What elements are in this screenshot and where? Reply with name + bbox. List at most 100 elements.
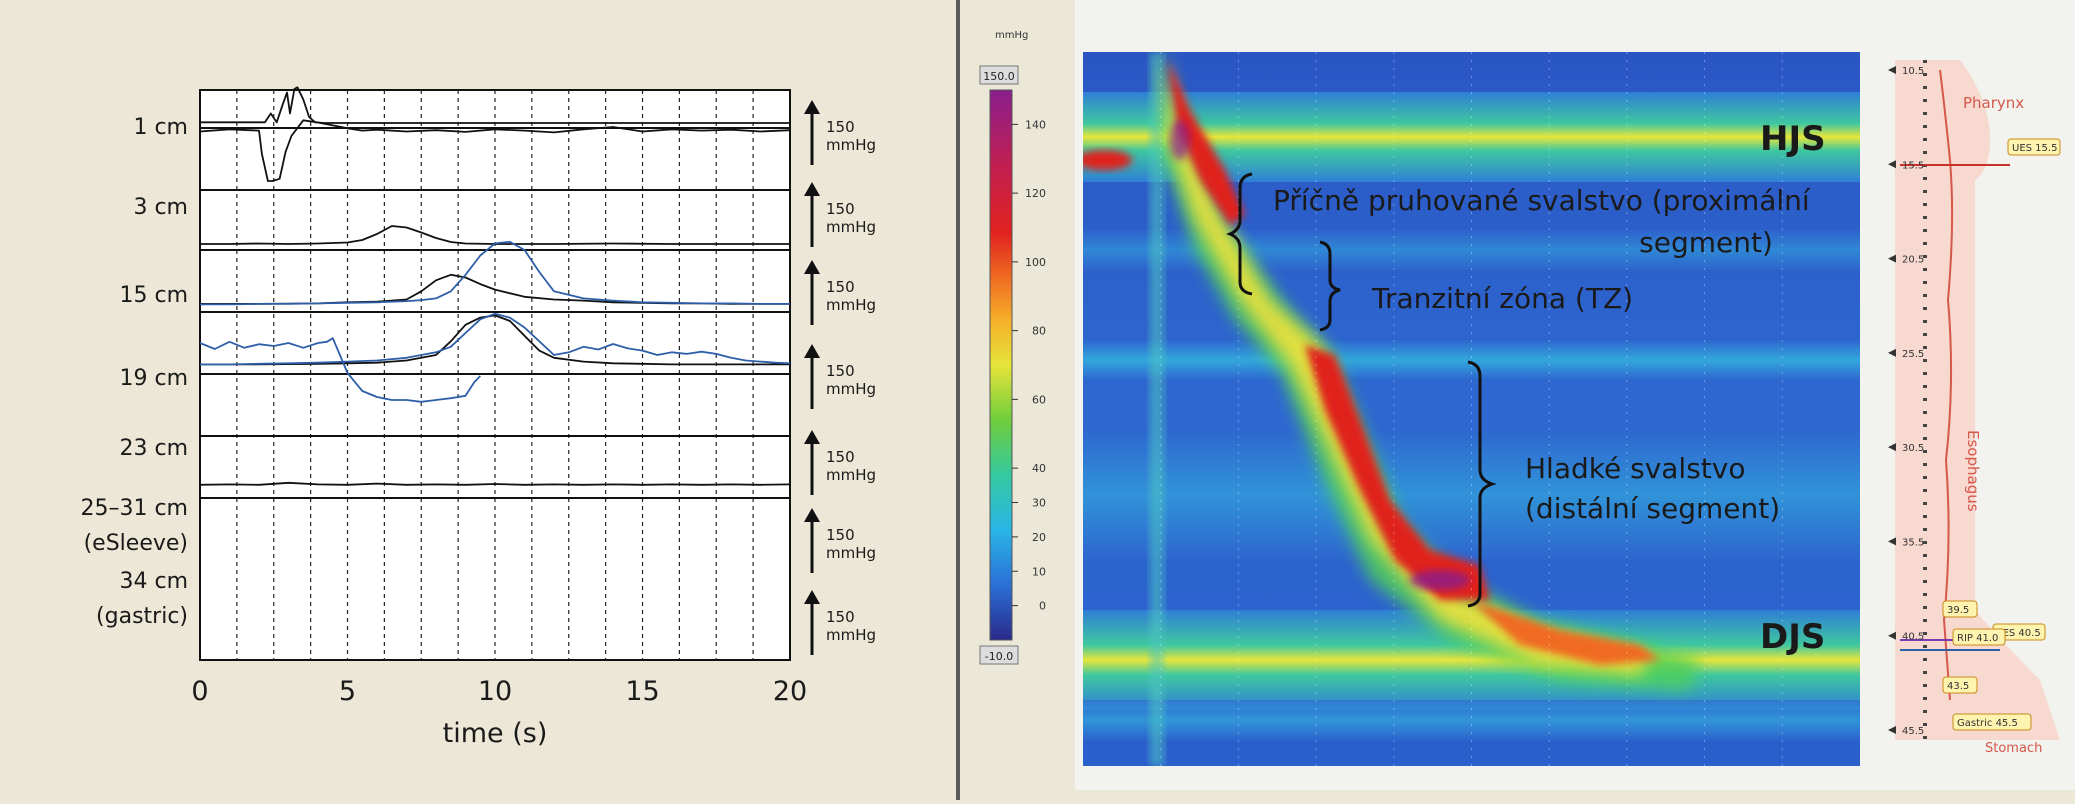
line-traces-panel: 1 cm 3 cm 15 cm 19 cm 23 cm 25–31 cm (eSleeve)…: [80, 86, 876, 749]
scale-arrow-head: [804, 344, 820, 358]
depth-label: 35.5: [1902, 537, 1924, 548]
depth-label: 20.5: [1902, 255, 1924, 266]
channel-label: 23 cm: [119, 436, 188, 461]
anat-stomach: Stomach: [1985, 741, 2042, 756]
x-tick-label: 15: [625, 676, 659, 707]
depth-label: 15.5: [1902, 160, 1924, 171]
anat-esophagus: Esophagus: [1964, 430, 1982, 512]
trace-34-cm: [199, 481, 791, 486]
trace-23-cm: [200, 314, 790, 366]
scale-value: 150: [826, 526, 855, 544]
channel-sublabel: (gastric): [96, 604, 188, 629]
trace-overlay-4: [200, 240, 790, 306]
depth-marker: [1888, 443, 1896, 452]
anat-pharynx: Pharynx: [1963, 94, 2024, 112]
depth-marker: [1888, 726, 1896, 734]
x-tick-label: 0: [191, 676, 208, 707]
channel-label: 3 cm: [133, 195, 188, 220]
depth-marker: [1888, 66, 1896, 74]
x-axis-label: time (s): [443, 718, 548, 749]
trace-overlay-6: [200, 312, 791, 366]
scale-arrow-head: [804, 182, 820, 196]
channel-label: 1 cm: [133, 115, 188, 140]
channel-label: 15 cm: [119, 283, 188, 308]
scale-arrow-head: [804, 100, 820, 114]
colorbar-unit: mmHg: [995, 30, 1028, 41]
depth-marker: [1888, 254, 1896, 263]
colorbar: [989, 89, 1013, 641]
scale-value: 150: [826, 200, 855, 218]
label-distal-1: Hladké svalstvo: [1525, 452, 1745, 485]
vertical-grid: [236, 90, 754, 660]
scale-unit: mmHg: [826, 380, 876, 398]
anatomy-marker-label: RIP 41.0: [1957, 633, 1998, 644]
label-djs: DJS: [1760, 617, 1825, 657]
scale-unit: mmHg: [826, 466, 876, 484]
scale-arrow-head: [804, 590, 820, 604]
trace-25-31-cm: [199, 337, 481, 403]
distal-bracket: [1467, 360, 1497, 608]
depth-label: 25.5: [1902, 349, 1924, 360]
channel-label: 19 cm: [119, 366, 188, 391]
label-distal-2: (distální segment): [1525, 492, 1780, 525]
colorbar-bottom-box: [979, 645, 1019, 665]
colorbar-tick-label: 0: [1039, 600, 1046, 613]
scale-unit: mmHg: [826, 544, 876, 562]
label-proximal-1: Příčně pruhované svalstvo (proximální: [1273, 184, 1811, 217]
scale-value: 150: [826, 448, 855, 466]
anatomy-marker-label: 43.5: [1947, 681, 1969, 692]
anatomy-marker-label: LES 40.5: [1997, 628, 2041, 639]
channel-labels: 1 cm 3 cm 15 cm 19 cm 23 cm 25–31 cm (eSleeve)…: [80, 115, 188, 629]
scale-value: 150: [826, 118, 855, 136]
colorbar-tick-label: 30: [1032, 497, 1046, 510]
scale-unit: mmHg: [826, 296, 876, 314]
scale-unit: mmHg: [826, 136, 876, 154]
scale-arrow-head: [804, 430, 820, 444]
depth-label: 45.5: [1902, 726, 1924, 737]
channel-label: 25–31 cm: [80, 496, 188, 521]
depth-label: 40.5: [1902, 632, 1924, 643]
x-tick-label: 20: [773, 676, 807, 707]
proximal-bracket: [1225, 172, 1253, 296]
segment-brackets: [1225, 172, 1497, 608]
depth-label: 30.5: [1902, 443, 1924, 454]
x-tick-label: 5: [339, 676, 356, 707]
label-hjs: HJS: [1760, 119, 1826, 159]
anatomy-marker-box: [1942, 676, 1978, 694]
trace-3-cm: [199, 119, 791, 182]
colorbar-top-value: 150.0: [983, 70, 1015, 83]
trace-1-cm: [200, 86, 790, 124]
colorbar-top-box: [979, 65, 1019, 85]
scale-unit: mmHg: [826, 218, 876, 236]
x-axis-ticks: 0 5 10 15 20: [191, 676, 807, 707]
colorbar-tick-label: 60: [1032, 393, 1046, 406]
anatomy-marker-label: UES 15.5: [2012, 143, 2057, 154]
scale-bars: 150mmHg150mmHg150mmHg150mmHg150mmHg150mm…: [804, 100, 876, 655]
colorbar-bottom-value: -10.0: [985, 650, 1013, 663]
label-transition: Tranzitní zóna (TZ): [1371, 282, 1633, 315]
depth-marker: [1888, 537, 1896, 546]
scale-value: 150: [826, 362, 855, 380]
trace-15-cm: [200, 225, 790, 245]
anatomy-strip: Pharynx Esophagus Stomach 10.5 15.5 20.5 25…: [1888, 60, 2061, 756]
scale-arrow-head: [804, 508, 820, 522]
depth-label: 10.5: [1902, 66, 1924, 77]
channel-sublabel: (eSleeve): [84, 531, 188, 556]
anatomy-marker-box: [1952, 713, 2032, 731]
colorbar-tick-label: 100: [1025, 256, 1046, 269]
proximal-red-core: [1168, 60, 1245, 225]
anatomy-marker-box: [1942, 600, 1978, 618]
transition-bracket: [1319, 240, 1341, 332]
label-proximal-2: segment): [1639, 226, 1773, 259]
depth-marker: [1888, 631, 1896, 640]
scale-unit: mmHg: [826, 626, 876, 644]
colorbar-tick-label: 120: [1025, 187, 1046, 200]
scale-value: 150: [826, 608, 855, 626]
colorbar-tick-label: 10: [1032, 565, 1046, 578]
anatomy-marker-label: Gastric 45.5: [1957, 718, 2018, 729]
scale-arrow-head: [804, 260, 820, 274]
